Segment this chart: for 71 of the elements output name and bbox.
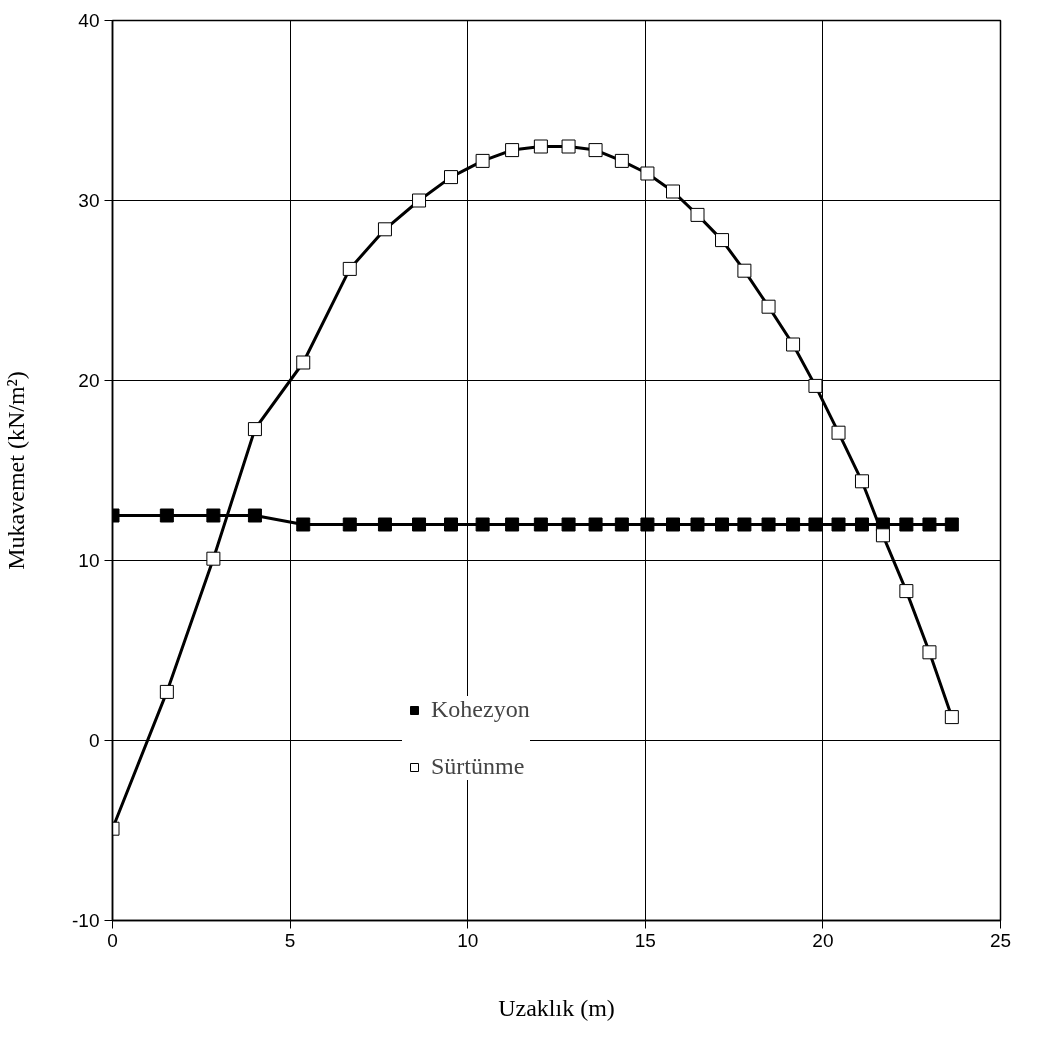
- point: [412, 517, 427, 532]
- point: [296, 517, 311, 532]
- point: [342, 261, 357, 276]
- x-tick-label: 20: [812, 929, 834, 951]
- point: [666, 184, 681, 199]
- x-tick-label: 5: [284, 929, 296, 951]
- point: [737, 263, 752, 278]
- point: [854, 517, 869, 532]
- point: [875, 528, 890, 543]
- point: [533, 517, 548, 532]
- point: [475, 153, 490, 168]
- point: [533, 139, 548, 154]
- point: [786, 337, 801, 352]
- point: [690, 517, 705, 532]
- point: [808, 517, 823, 532]
- point: [159, 508, 174, 523]
- point: [247, 508, 262, 523]
- point: [854, 474, 869, 489]
- point: [640, 166, 655, 181]
- point: [761, 517, 776, 532]
- point: [444, 170, 459, 185]
- point: [715, 517, 730, 532]
- point: [640, 517, 655, 532]
- point: [588, 517, 603, 532]
- y-tick-label: 20: [78, 370, 100, 391]
- point: [561, 139, 576, 154]
- point: [899, 584, 914, 599]
- point: [377, 222, 392, 237]
- point: [296, 355, 311, 370]
- point: [922, 517, 937, 532]
- y-tick-label: 40: [78, 10, 100, 31]
- y-tick-label: 0: [88, 730, 100, 751]
- legend-label: Sürtünme: [431, 753, 525, 780]
- point: [690, 207, 705, 222]
- point: [159, 684, 174, 699]
- point: [444, 517, 459, 532]
- legend-label: Kohezyon: [431, 696, 530, 723]
- x-tick-label: 10: [457, 929, 479, 951]
- point: [377, 517, 392, 532]
- x-tick-label: 0: [107, 929, 118, 951]
- point: [831, 517, 846, 532]
- y-tick-label: 10: [78, 550, 100, 571]
- point: [666, 517, 681, 532]
- point: [588, 143, 603, 158]
- point: [505, 143, 520, 158]
- point: [206, 508, 221, 523]
- point: [922, 645, 937, 660]
- point: [831, 425, 846, 440]
- point: [737, 517, 752, 532]
- x-tick-label: 15: [634, 929, 656, 951]
- point: [475, 517, 490, 532]
- x-axis-title: Uzaklık (m): [498, 994, 615, 1021]
- point: [808, 378, 823, 393]
- y-tick-label: 30: [78, 190, 100, 211]
- point: [561, 517, 576, 532]
- point: [715, 233, 730, 248]
- point: [761, 299, 776, 314]
- y-axis-title: Mukavemet (kN/m²): [3, 371, 30, 570]
- y-tick-label: -10: [72, 910, 100, 931]
- point: [247, 422, 262, 437]
- point: [899, 517, 914, 532]
- point: [944, 710, 959, 725]
- point: [342, 517, 357, 532]
- point: [614, 517, 629, 532]
- point: [505, 517, 520, 532]
- point: [206, 551, 221, 566]
- x-tick-label: 25: [989, 929, 1012, 951]
- point: [944, 517, 959, 532]
- point: [412, 193, 427, 208]
- point: [614, 153, 629, 168]
- point: [786, 517, 801, 532]
